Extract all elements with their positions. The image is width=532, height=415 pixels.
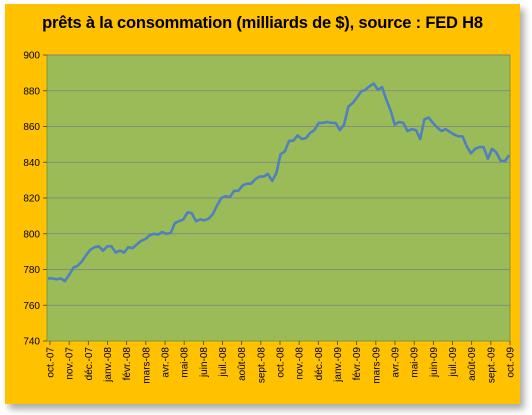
x-tick-label: mars-08 [141, 347, 152, 384]
x-tick-label: mai-08 [180, 347, 191, 378]
x-tick-label: oct.-07 [46, 347, 57, 378]
y-tick-label: 860 [23, 122, 40, 133]
x-tick-label: nov.-08 [295, 347, 306, 380]
series-line [48, 82, 511, 283]
x-tick-label: févr.-08 [122, 347, 133, 381]
x-axis-ticks: oct.-07 nov.-07 déc.-07 janv.-08 févr.-08 mar… [46, 341, 517, 384]
y-tick-label: 840 [23, 158, 40, 169]
x-tick-label: juin-08 [199, 347, 210, 378]
x-tick-label: juil.-08 [218, 347, 229, 378]
y-tick-label: 740 [23, 337, 40, 348]
x-tick-label: juin-09 [429, 347, 440, 378]
x-tick-label: nov.-07 [65, 347, 76, 380]
y-tick-label: 900 [23, 51, 40, 62]
x-tick-label: mars-09 [371, 347, 382, 384]
x-tick-label: déc.-07 [84, 347, 95, 381]
y-tick-label: 780 [23, 265, 40, 276]
x-tick-label: août-09 [467, 347, 478, 381]
y-axis-ticks: 740 760 780 800 820 840 860 880 900 [23, 51, 47, 348]
x-tick-label: févr.-09 [352, 347, 363, 381]
x-tick-label: janv.-09 [333, 347, 344, 383]
x-tick-label: mai-09 [410, 347, 421, 378]
y-tick-label: 800 [23, 229, 40, 240]
x-tick-label: sept.-09 [486, 347, 497, 384]
x-tick-label: janv.-08 [103, 347, 114, 383]
x-tick-label: sept.-08 [256, 347, 267, 384]
y-tick-label: 880 [23, 86, 40, 97]
chart-title: prêts à la consommation (milliards de $)… [42, 14, 483, 32]
x-tick-label: déc.-08 [314, 347, 325, 381]
x-tick-label: août-08 [237, 347, 248, 381]
y-tick-label: 760 [23, 301, 40, 312]
x-tick-label: avr.-09 [391, 347, 402, 378]
x-tick-label: avr.-08 [161, 347, 172, 378]
x-tick-label: oct.-08 [276, 347, 287, 378]
x-tick-label: oct.-09 [506, 347, 517, 378]
y-tick-label: 820 [23, 194, 40, 205]
x-tick-label: juil.-09 [448, 347, 459, 378]
